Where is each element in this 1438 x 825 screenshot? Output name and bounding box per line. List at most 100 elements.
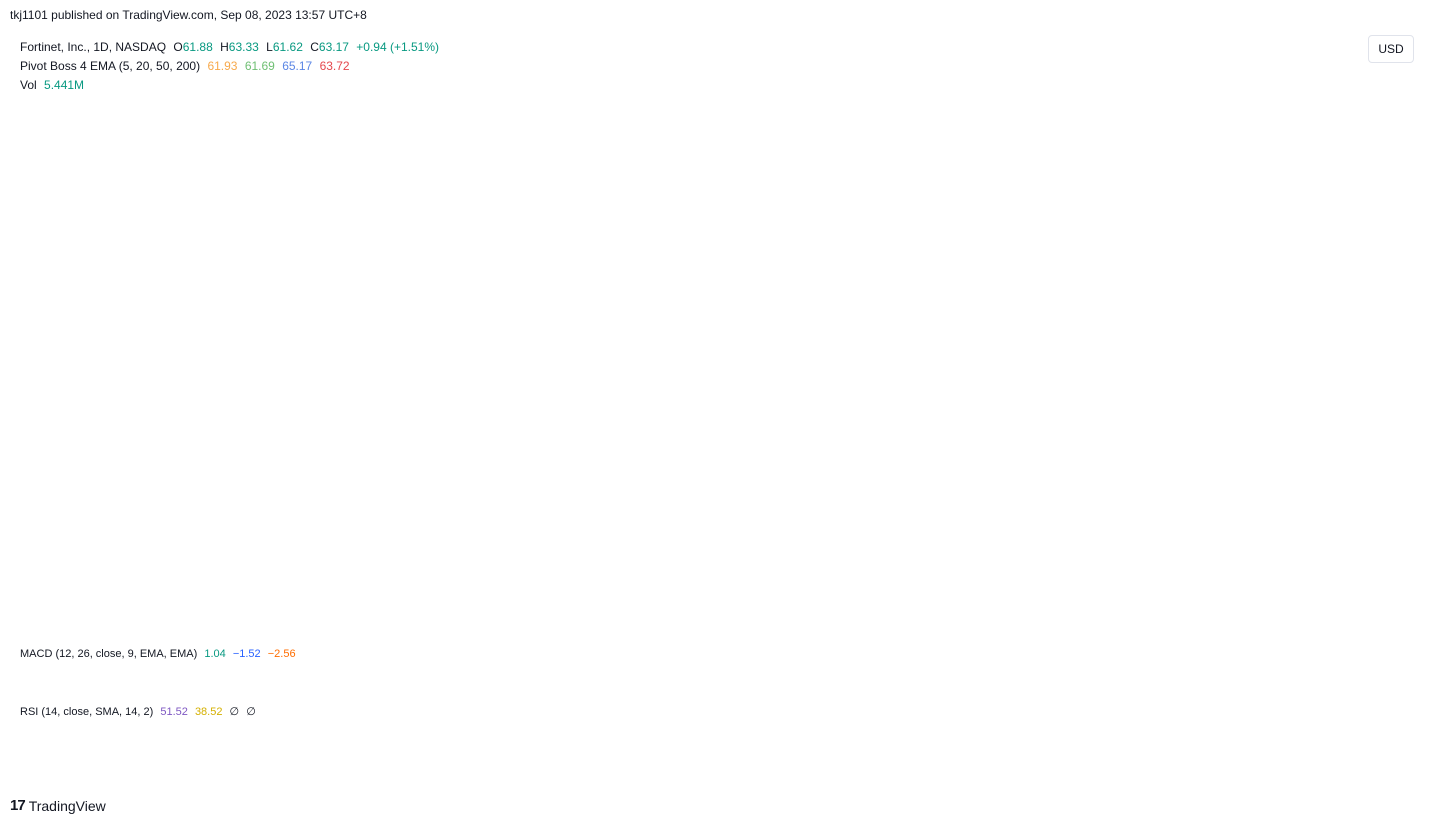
volume-bar	[253, 608, 261, 636]
macd-histogram-bar	[1135, 658, 1142, 666]
candle-body	[573, 260, 580, 300]
volume-bar	[893, 612, 900, 636]
volume-bar	[1251, 594, 1259, 636]
candle-body	[708, 258, 716, 273]
candle-body	[922, 128, 929, 137]
volume-bar	[689, 599, 697, 636]
volume-bar	[757, 601, 765, 636]
macd-histogram-bar	[408, 656, 416, 658]
macd-histogram-bar	[825, 656, 832, 658]
ema-legend[interactable]: Pivot Boss 4 EMA (5, 20, 50, 200) 61.93 …	[20, 59, 354, 73]
candle-body	[1018, 146, 1026, 202]
macd-histogram-bar	[418, 657, 425, 659]
macd-histogram-bar	[912, 656, 919, 658]
time-tick-label: 14	[1094, 764, 1108, 778]
volume-bar	[854, 610, 861, 636]
macd-histogram-bar	[893, 655, 900, 658]
volume-bar	[40, 611, 48, 636]
macd-histogram-bar	[1057, 658, 1065, 669]
volume-bar	[524, 608, 532, 636]
macd-histogram-bar	[699, 657, 706, 659]
volume-bar	[1290, 597, 1297, 636]
macd-histogram-bar	[621, 658, 629, 659]
candle-body	[11, 368, 19, 377]
volume-bar	[418, 608, 425, 636]
candle-body	[437, 301, 445, 306]
candle-body	[679, 207, 687, 239]
price-tick-label: 54.00	[1374, 594, 1404, 608]
vol-value: 5.441M	[44, 78, 85, 92]
macd-histogram-bar	[1232, 658, 1239, 659]
open-value: 61.88	[182, 40, 213, 54]
volume-bar	[1299, 597, 1307, 636]
candle-body	[970, 148, 978, 155]
ema200-value: 63.72	[319, 59, 350, 73]
volume-bar	[1048, 566, 1055, 636]
candle-body	[476, 325, 484, 336]
volume-bar	[563, 596, 571, 636]
candle-body	[1067, 496, 1074, 509]
symbol-legend[interactable]: Fortinet, Inc., 1D, NASDAQ O61.88 H63.33…	[20, 40, 443, 54]
macd-histogram-bar	[1125, 658, 1133, 666]
volume-bar	[1202, 597, 1210, 636]
candle-body	[176, 349, 183, 358]
time-tick-label: 17	[121, 764, 135, 778]
volume-bar	[428, 603, 435, 636]
candle-body	[660, 248, 668, 261]
macd-histogram-bar	[592, 657, 600, 659]
macd-histogram-bar	[515, 658, 522, 659]
macd-histogram-bar	[641, 658, 648, 659]
volume-bar	[1057, 563, 1065, 636]
macd-histogram-bar	[399, 656, 406, 658]
macd-signal-value: −2.56	[267, 648, 296, 660]
volume-bar	[30, 613, 38, 636]
macd-histogram-bar	[1280, 656, 1288, 658]
currency-button[interactable]: USD	[1368, 35, 1414, 63]
candle-body	[1096, 483, 1104, 492]
candle-body	[786, 171, 794, 182]
volume-bar	[515, 602, 522, 636]
macd-histogram-bar	[437, 657, 445, 659]
macd-histogram-bar	[854, 656, 861, 658]
volume-bar	[69, 614, 77, 636]
macd-zero-tick: 0	[1406, 653, 1412, 665]
macd-histogram-bar	[815, 657, 823, 659]
macd-histogram-bar	[544, 658, 551, 659]
macd-histogram-bar	[553, 658, 561, 659]
ema-name: Pivot Boss 4 EMA (5, 20, 50, 200)	[20, 59, 201, 73]
volume-bar	[912, 613, 919, 636]
ema20-line	[14, 145, 1305, 487]
candle-body	[738, 254, 745, 279]
earnings-marker-icon	[808, 602, 830, 632]
candle-body	[389, 313, 396, 324]
macd-histogram-bar	[796, 656, 803, 658]
candle-body	[214, 406, 222, 432]
candle-body	[1009, 144, 1016, 149]
volume-bar	[679, 610, 687, 636]
macd-histogram-bar	[970, 658, 978, 659]
macd-histogram-bar	[11, 658, 19, 659]
rsi-legend[interactable]: RSI (14, close, SMA, 14, 2) 51.52 38.52 …	[20, 705, 260, 718]
macd-histogram-bar	[466, 658, 474, 659]
last-price-label: 63.17	[1372, 414, 1402, 428]
macd-histogram-bar	[980, 658, 987, 659]
macd-histogram-bar	[708, 657, 716, 659]
candle-body	[399, 319, 406, 324]
macd-histogram-bar	[602, 657, 610, 659]
macd-histogram-bar	[960, 658, 968, 659]
volume-bar	[767, 607, 774, 636]
volume-label-bg	[1362, 603, 1412, 621]
volume-bar	[1038, 561, 1045, 636]
volume-legend[interactable]: Vol 5.441M	[20, 78, 88, 92]
candle-body	[166, 347, 174, 350]
candle-body	[931, 124, 939, 127]
time-tick-label: 17	[859, 764, 873, 778]
macd-hist-value: 1.04	[204, 648, 226, 660]
candle-body	[360, 329, 367, 336]
macd-histogram-bar	[805, 656, 813, 658]
macd-histogram-bar	[1106, 658, 1113, 668]
tradingview-logo[interactable]: 17 TradingView	[10, 797, 106, 814]
macd-legend[interactable]: MACD (12, 26, close, 9, EMA, EMA) 1.04 −…	[20, 648, 300, 660]
macd-histogram-bar	[340, 656, 348, 658]
